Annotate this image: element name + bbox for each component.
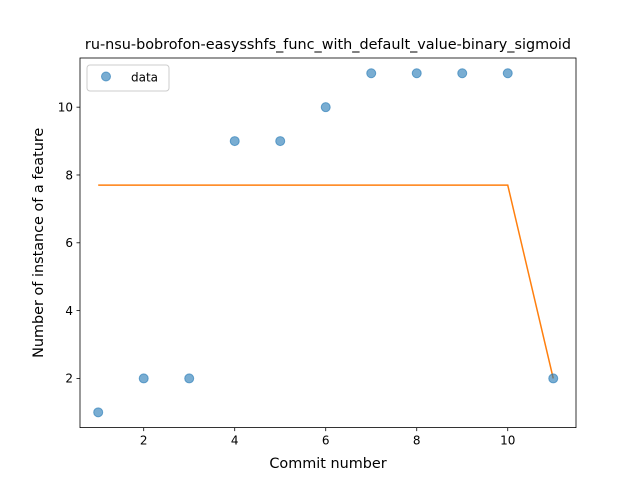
data-point: [502, 68, 513, 79]
x-tick-label: 6: [322, 434, 330, 448]
x-axis: 2 4 6 8 10: [140, 427, 515, 448]
plot-area: [93, 68, 559, 418]
y-axis: 2 4 6 8 10: [58, 100, 80, 386]
x-tick-label: 10: [500, 434, 515, 448]
data-point: [229, 136, 240, 147]
x-axis-label: Commit number: [269, 456, 386, 472]
data-point: [411, 68, 422, 79]
y-tick-label: 8: [65, 168, 73, 182]
data-point: [548, 373, 559, 384]
legend-box: [86, 64, 170, 92]
fit-line: [98, 184, 554, 379]
y-tick-label: 6: [65, 236, 73, 250]
x-tick-label: 4: [231, 434, 239, 448]
x-tick-label: 8: [413, 434, 421, 448]
y-axis-label: Number of instance of a feature: [31, 128, 47, 358]
chart-title: ru-nsu-bobrofon-easysshfs_func_with_defa…: [85, 37, 571, 53]
legend-label-data: data: [131, 71, 158, 85]
x-tick-label: 2: [140, 434, 148, 448]
y-tick-label: 4: [65, 304, 73, 318]
data-point: [366, 68, 377, 79]
legend: data: [86, 64, 170, 92]
legend-marker-data: [101, 71, 111, 82]
y-tick-label: 2: [65, 372, 73, 386]
data-point: [275, 136, 286, 147]
data-point: [184, 373, 195, 384]
data-point: [320, 102, 331, 113]
data-point: [138, 373, 149, 384]
y-tick-label: 10: [58, 100, 73, 114]
data-point: [93, 407, 104, 418]
data-point: [457, 68, 468, 79]
